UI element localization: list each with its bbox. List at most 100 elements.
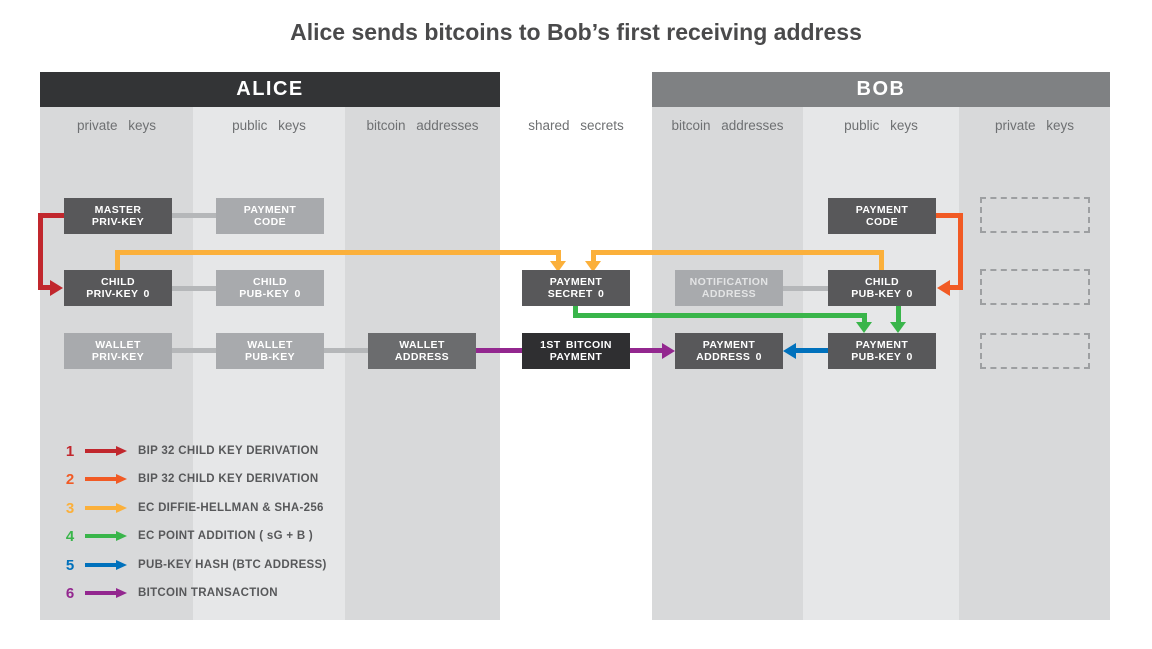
- bob-panel-header: BOB: [652, 72, 1110, 107]
- box-child-priv-key-0: CHILD PRIV-KEY 0: [64, 270, 172, 306]
- legend-arrow-line: [85, 534, 116, 538]
- dashed-placeholder-box: [980, 197, 1090, 233]
- box-label: CHILD: [100, 275, 136, 288]
- legend-arrowhead-icon: [116, 588, 127, 598]
- blue-arrow-segment: [796, 348, 828, 353]
- box-label: PRIV-KEY: [91, 216, 145, 228]
- legend-label: BITCOIN TRANSACTION: [138, 587, 278, 599]
- box-label: PAYMENT: [855, 203, 909, 216]
- green-arrow-segment: [862, 313, 867, 323]
- legend-number: 1: [65, 442, 75, 460]
- box-label: PRIV-KEY 0: [86, 288, 150, 300]
- yellow-arrow-segment: [591, 250, 884, 255]
- yellow-arrow-segment: [115, 250, 561, 255]
- box-label: 1ST BITCOIN: [540, 338, 612, 351]
- box-label: MASTER: [94, 203, 142, 216]
- green-arrow-segment: [573, 313, 867, 318]
- box-label: CODE: [254, 216, 286, 228]
- box-wallet-priv-key: WALLET PRIV-KEY: [64, 333, 172, 369]
- red-arrowhead-icon: [50, 280, 63, 296]
- shared-secrets-column-label: shared secrets: [528, 117, 624, 133]
- box-first-bitcoin-payment: 1ST BITCOIN PAYMENT: [522, 333, 630, 369]
- legend-number: 3: [65, 499, 75, 517]
- dashed-placeholder-box: [980, 269, 1090, 305]
- box-notification-address: NOTIFICATION ADDRESS: [675, 270, 783, 306]
- green-arrow-segment: [896, 305, 901, 323]
- box-label: NOTIFICATION: [689, 275, 769, 288]
- yellow-arrow-segment: [556, 250, 561, 263]
- legend-label: BIP 32 CHILD KEY DERIVATION: [138, 445, 319, 457]
- alice-column-label-private-keys: private keys: [76, 117, 157, 133]
- bob-column-label-private-keys: private keys: [994, 117, 1075, 133]
- connector-master-privkey-payment-code: [172, 213, 216, 218]
- legend-row-6: 6 BITCOIN TRANSACTION: [62, 584, 278, 602]
- box-label: ADDRESS: [701, 288, 757, 300]
- legend-number: 5: [65, 556, 75, 574]
- yellow-arrowhead-icon: [550, 261, 566, 272]
- box-payment-code-bob: PAYMENT CODE: [828, 198, 936, 234]
- box-label: PAYMENT: [549, 351, 603, 363]
- purple-arrow-segment: [630, 348, 663, 353]
- legend-number: 4: [65, 527, 75, 545]
- box-label: WALLET: [247, 338, 293, 351]
- box-wallet-address: WALLET ADDRESS: [368, 333, 476, 369]
- legend-row-1: 1 BIP 32 CHILD KEY DERIVATION: [62, 442, 318, 460]
- legend-arrow-line: [85, 477, 116, 481]
- orange-arrowhead-icon: [937, 280, 950, 296]
- box-label: CHILD: [864, 275, 900, 288]
- box-label: PAYMENT: [549, 275, 603, 288]
- alice-column-label-public-keys: public keys: [232, 117, 306, 133]
- page-title: Alice sends bitcoins to Bob’s first rece…: [290, 19, 862, 45]
- connector-wallet-pubkey-wallet-address: [324, 348, 368, 353]
- box-label: PUB-KEY: [244, 351, 296, 363]
- box-label: CHILD: [252, 275, 288, 288]
- box-label: SECRET 0: [547, 288, 605, 300]
- bob-column-private-keys-bg: [959, 107, 1110, 620]
- box-label: PRIV-KEY: [91, 351, 145, 363]
- red-arrow-segment: [38, 285, 52, 290]
- legend-arrowhead-icon: [116, 531, 127, 541]
- box-wallet-pub-key: WALLET PUB-KEY: [216, 333, 324, 369]
- blue-arrowhead-icon: [783, 343, 796, 359]
- legend-label: EC POINT ADDITION ( sG + B ): [138, 530, 314, 542]
- legend-arrowhead-icon: [116, 474, 127, 484]
- yellow-arrow-segment: [591, 250, 596, 263]
- box-label: PAYMENT: [702, 338, 756, 351]
- connector-notification-address-child-pubkey: [783, 286, 828, 291]
- legend-row-4: 4 EC POINT ADDITION ( sG + B ): [62, 527, 313, 545]
- legend-label: EC DIFFIE-HELLMAN & SHA-256: [138, 502, 324, 514]
- box-child-pub-key-0-alice: CHILD PUB-KEY 0: [216, 270, 324, 306]
- box-label: WALLET: [95, 338, 141, 351]
- box-label: PUB-KEY 0: [851, 288, 913, 300]
- legend-arrowhead-icon: [116, 446, 127, 456]
- orange-arrow-segment: [950, 285, 963, 290]
- connector-wallet-privkey-wallet-pubkey: [172, 348, 216, 353]
- bob-column-label-bitcoin-addresses: bitcoin addresses: [671, 117, 784, 133]
- legend-row-3: 3 EC DIFFIE-HELLMAN & SHA-256: [62, 499, 324, 517]
- box-label: PAYMENT: [855, 338, 909, 351]
- green-arrowhead-icon: [890, 322, 906, 333]
- legend-arrow-line: [85, 506, 116, 510]
- legend-arrowhead-icon: [116, 503, 127, 513]
- legend-arrow-line: [85, 591, 116, 595]
- orange-arrow-segment: [958, 213, 963, 290]
- box-label: PUB-KEY 0: [239, 288, 301, 300]
- legend-label: PUB-KEY HASH (BTC ADDRESS): [138, 559, 327, 571]
- orange-arrow-segment: [936, 213, 963, 218]
- box-label: WALLET: [399, 338, 445, 351]
- purple-arrowhead-icon: [662, 343, 675, 359]
- bob-column-label-public-keys: public keys: [844, 117, 918, 133]
- legend-label: BIP 32 CHILD KEY DERIVATION: [138, 473, 319, 485]
- legend-number: 6: [65, 584, 75, 602]
- box-master-priv-key: MASTER PRIV-KEY: [64, 198, 172, 234]
- alice-column-label-bitcoin-addresses: bitcoin addresses: [366, 117, 479, 133]
- dashed-placeholder-box: [980, 333, 1090, 369]
- alice-panel-header: ALICE: [40, 72, 500, 107]
- box-label: PAYMENT: [243, 203, 297, 216]
- box-label: ADDRESS 0: [696, 351, 762, 363]
- yellow-arrow-segment: [115, 250, 120, 270]
- red-arrow-segment: [38, 213, 43, 290]
- yellow-arrow-segment: [879, 250, 884, 270]
- box-label: ADDRESS: [394, 351, 450, 363]
